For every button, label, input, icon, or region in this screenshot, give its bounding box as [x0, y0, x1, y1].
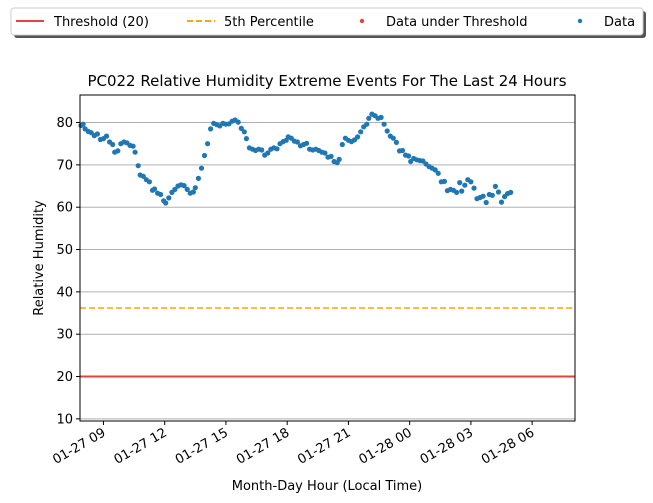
data-points	[78, 111, 514, 206]
data-point	[201, 152, 208, 159]
data-point	[441, 178, 447, 184]
data-point	[364, 121, 370, 127]
data-point	[339, 141, 345, 148]
data-point	[304, 140, 310, 146]
plot-area	[79, 94, 576, 422]
data-point	[399, 147, 406, 154]
y-tick-label: 10	[56, 412, 73, 427]
x-tick-label: 01-28 06	[479, 425, 537, 467]
data-point	[172, 186, 178, 192]
data-point	[146, 179, 152, 185]
x-tick-label: 01-27 21	[295, 425, 353, 467]
y-axis: 10 20 30 40 50 60 70 80	[56, 116, 80, 427]
y-tick-label: 30	[56, 328, 73, 343]
data-point	[432, 167, 438, 173]
legend-under-threshold-label: Data under Threshold	[386, 15, 527, 30]
data-point	[235, 119, 241, 125]
data-point	[468, 179, 474, 185]
data-point	[508, 189, 514, 195]
data-point	[492, 183, 498, 189]
data-point	[498, 199, 505, 205]
x-axis-label: Month-Day Hour (Local Time)	[232, 479, 422, 494]
data-point	[435, 170, 441, 176]
y-tick-label: 80	[56, 116, 73, 131]
legend: Threshold (20) 5th Percentile Data under…	[10, 7, 646, 38]
data-point	[130, 143, 136, 149]
data-point	[378, 114, 384, 120]
data-point	[195, 175, 201, 181]
gridlines	[80, 122, 575, 420]
data-point	[115, 148, 121, 154]
data-point	[336, 156, 342, 162]
x-axis: 01-27 09 01-27 12 01-27 15 01-27 18 01-27 21…	[50, 421, 537, 468]
x-tick-label: 01-27 09	[50, 425, 108, 467]
data-point	[406, 153, 412, 159]
x-tick-label: 01-28 00	[357, 425, 415, 467]
y-axis-label: Relative Humidity	[32, 200, 47, 316]
x-tick-label: 01-27 12	[112, 425, 170, 467]
data-point	[259, 147, 265, 153]
y-tick-label: 70	[56, 158, 73, 173]
legend-under-threshold-swatch	[359, 18, 365, 24]
data-point	[358, 129, 364, 135]
x-tick-label: 01-27 18	[234, 425, 292, 467]
data-point	[457, 180, 463, 186]
data-point	[381, 121, 387, 127]
data-point	[190, 189, 196, 195]
data-point	[151, 186, 158, 192]
legend-data-label: Data	[604, 15, 635, 30]
data-point	[80, 121, 86, 127]
legend-threshold-label: Threshold (20)	[53, 15, 149, 30]
data-point	[384, 128, 390, 134]
data-point	[140, 173, 146, 179]
y-tick-label: 40	[56, 285, 73, 300]
data-point	[328, 153, 334, 159]
data-point	[163, 200, 169, 206]
data-point	[181, 183, 187, 189]
data-point	[103, 133, 110, 139]
data-point	[192, 185, 198, 191]
data-point	[132, 149, 138, 155]
data-point	[208, 126, 214, 132]
data-point	[489, 192, 495, 198]
chart-title: PC022 Relative Humidity Extreme Events F…	[87, 72, 566, 90]
data-point	[483, 199, 489, 206]
data-point	[205, 141, 211, 147]
data-point	[166, 195, 172, 201]
legend-data-swatch	[577, 18, 583, 24]
data-point	[158, 191, 164, 198]
data-point	[198, 165, 205, 171]
data-point	[241, 129, 247, 135]
y-tick-label: 60	[56, 201, 73, 216]
data-point	[294, 139, 300, 145]
data-point	[94, 131, 100, 137]
legend-box	[10, 7, 644, 36]
data-point	[274, 146, 280, 152]
data-point	[495, 189, 502, 195]
data-point	[238, 125, 244, 131]
data-point	[355, 134, 361, 140]
data-point	[366, 115, 372, 121]
legend-percentile-label: 5th Percentile	[224, 15, 314, 30]
data-point	[390, 135, 396, 141]
y-tick-label: 50	[56, 243, 73, 258]
data-point	[471, 185, 477, 191]
data-point	[243, 136, 249, 142]
data-point	[454, 189, 460, 195]
data-point	[480, 193, 486, 199]
data-point	[265, 150, 271, 156]
data-point	[110, 141, 116, 148]
data-point	[393, 139, 399, 145]
data-point	[184, 186, 190, 192]
y-tick-label: 20	[56, 370, 73, 385]
data-point	[459, 188, 465, 194]
data-point	[135, 163, 141, 169]
x-tick-label: 01-27 15	[173, 425, 231, 467]
data-point	[322, 150, 328, 156]
data-point	[462, 182, 468, 188]
x-tick-label: 01-28 03	[418, 425, 476, 467]
